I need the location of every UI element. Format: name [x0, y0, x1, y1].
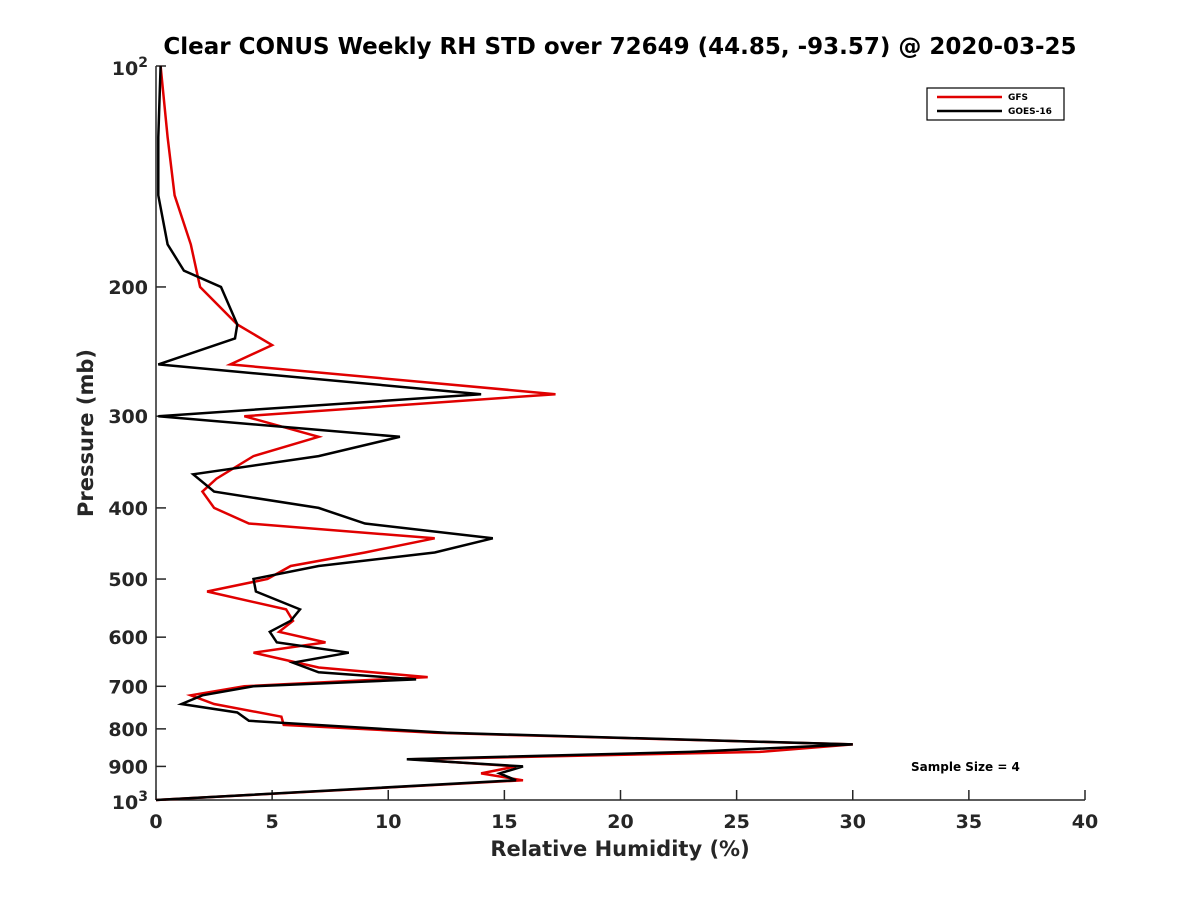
legend-box	[926, 87, 1065, 121]
y-tick-label: 900	[108, 756, 148, 778]
tick-labels: 0 5 10 15 20 25 30 35 40102200300400500600700800…	[108, 55, 1098, 833]
y-tick-label: 500	[108, 569, 148, 591]
x-tick-label: 10	[375, 811, 401, 833]
axes	[155, 65, 1086, 801]
y-tick-label: 600	[108, 627, 148, 649]
data-lines	[155, 65, 853, 802]
y-tick-label: 700	[108, 676, 148, 698]
x-tick-label: 40	[1072, 811, 1098, 833]
sample-size-annotation: Sample Size = 4	[911, 760, 1020, 774]
y-tick-label: 200	[108, 277, 148, 299]
chart-title: Clear CONUS Weekly RH STD over 72649 (44…	[163, 34, 1076, 60]
x-tick-label: 25	[723, 811, 749, 833]
y-tick-label: 300	[108, 406, 148, 428]
x-tick-label: 35	[956, 811, 982, 833]
legend-gfs-label: GFS	[1008, 93, 1028, 103]
legend-goes16-label: GOES-16	[1008, 107, 1052, 117]
y-tick-label: 103	[112, 789, 148, 814]
y-tick-exponent: 3	[138, 789, 148, 805]
y-tick-base: 10	[112, 58, 138, 80]
legend: GFS GOES-16	[926, 87, 1065, 121]
x-tick-label: 0	[149, 811, 162, 833]
y-tick-base: 10	[112, 792, 138, 814]
x-axis-label: Relative Humidity (%)	[490, 837, 749, 861]
series-line-goes16	[155, 65, 853, 802]
y-tick-exponent: 2	[138, 55, 148, 71]
x-tick-label: 5	[266, 811, 279, 833]
x-tick-label: 30	[840, 811, 866, 833]
series-line-gfs	[155, 65, 853, 802]
x-tick-label: 15	[491, 811, 517, 833]
y-tick-label: 400	[108, 498, 148, 520]
y-tick-label: 102	[112, 55, 148, 80]
y-axis-label: Pressure (mb)	[74, 349, 98, 517]
x-tick-label: 20	[607, 811, 633, 833]
y-tick-label: 800	[108, 719, 148, 741]
